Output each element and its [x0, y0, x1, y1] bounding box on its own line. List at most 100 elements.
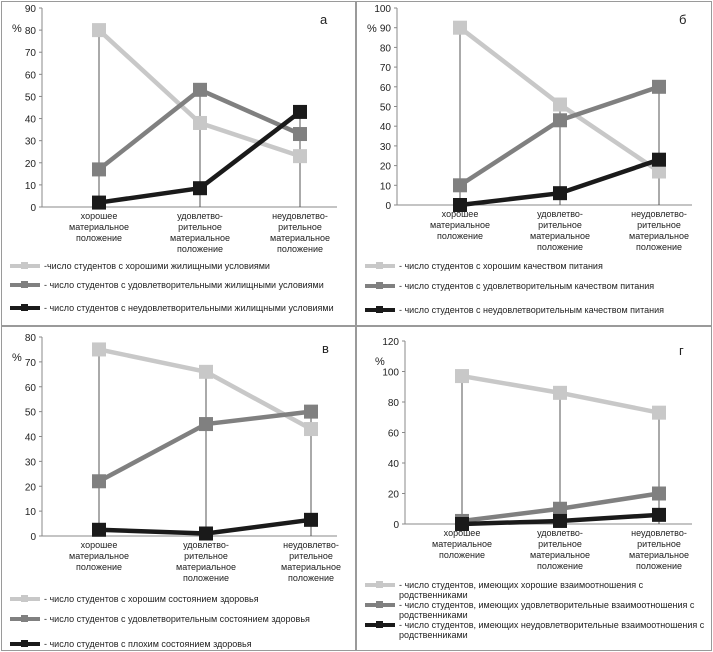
legend-swatch	[365, 601, 395, 608]
legend-swatch	[365, 581, 395, 588]
category-label: хорошее	[81, 540, 118, 550]
category-label: рительное	[637, 220, 681, 230]
y-tick-label: 80	[25, 333, 37, 344]
chart-svg-b: 0102030405060708090100%бхорошеематериаль…	[367, 4, 692, 252]
chart-svg-a: 0102030405060708090%ахорошеематериальное…	[12, 4, 337, 254]
legend-swatch	[365, 306, 395, 313]
category-label: положение	[183, 573, 229, 583]
data-point-s3	[92, 522, 106, 537]
y-axis-label: %	[12, 352, 22, 364]
data-point-s1	[453, 20, 467, 35]
category-label: материальное	[629, 550, 689, 560]
chart-panel-a: 0 10 20 30 40 50 60 70 80 90% а хорошее материальное…	[1, 1, 356, 326]
legend-swatch	[10, 262, 40, 269]
legend-label: - число студентов с неудовлетворительным…	[399, 305, 664, 315]
y-tick-label: 0	[30, 532, 36, 543]
category-label: материальное	[176, 562, 236, 572]
data-point-s1	[92, 23, 106, 38]
data-point-s2	[652, 79, 666, 94]
legend-label: - число студентов с удовлетворительными …	[44, 280, 324, 290]
category-label: положение	[537, 561, 583, 571]
y-tick-label: 0	[385, 201, 391, 212]
category-label: удовлетво-	[537, 528, 583, 538]
category-label: положение	[437, 231, 483, 241]
category-label: положение	[277, 244, 323, 254]
panel-label: в	[322, 341, 329, 356]
data-point-s3	[455, 517, 469, 531]
data-point-s2	[92, 474, 106, 489]
y-tick-label: 0	[30, 203, 36, 214]
category-label: положение	[76, 562, 122, 572]
data-point-s3	[293, 104, 307, 119]
y-tick-label: 60	[380, 83, 392, 94]
legend: -число студентов с хорошими жилищными ус…	[6, 261, 351, 323]
data-point-s2	[92, 162, 106, 177]
y-tick-label: 30	[25, 137, 37, 148]
data-point-s1	[553, 97, 567, 112]
y-tick-label: 10	[380, 181, 392, 192]
y-tick-label: 100	[382, 368, 399, 379]
category-label: положение	[636, 561, 682, 571]
data-point-s1	[199, 364, 213, 379]
data-point-s1	[652, 164, 666, 179]
data-point-s2	[553, 113, 567, 128]
data-point-s3	[553, 513, 567, 528]
legend-label: - число студентов с удовлетворительным к…	[399, 281, 655, 291]
panel-label: б	[679, 12, 686, 27]
legend-marker	[21, 595, 28, 602]
legend-swatch	[365, 262, 395, 269]
y-tick-label: 10	[25, 507, 37, 518]
data-point-s3	[193, 181, 207, 196]
category-label: положение	[177, 244, 223, 254]
y-tick-label: 30	[380, 142, 392, 153]
legend-marker	[376, 282, 383, 289]
data-point-s1	[455, 369, 469, 384]
y-tick-label: 50	[25, 92, 37, 103]
category-label: положение	[636, 242, 682, 252]
data-point-s1	[304, 422, 318, 437]
category-label: материальное	[281, 562, 341, 572]
category-label: материальное	[69, 551, 129, 561]
y-tick-label: 70	[25, 48, 37, 59]
data-point-s2	[199, 417, 213, 432]
y-tick-label: 20	[388, 490, 400, 501]
data-point-s3	[553, 186, 567, 201]
chart-panel-b: 0 10 20 30 40 50 60 70 80 90 100% б хорошее материаль…	[356, 1, 712, 326]
category-label: положение	[439, 550, 485, 560]
legend-marker	[376, 262, 383, 269]
data-point-s1	[553, 385, 567, 400]
data-point-s2	[652, 486, 666, 501]
category-label: хорошее	[442, 209, 479, 219]
y-tick-label: 50	[25, 408, 37, 419]
legend-label: - число студентов с хорошим качеством пи…	[399, 261, 603, 271]
data-point-s3	[652, 507, 666, 522]
category-label: хорошее	[444, 528, 481, 538]
legend-label: - число студентов, имеющих хорошие взаим…	[399, 580, 644, 600]
legend-marker	[376, 621, 383, 628]
category-label: рительное	[538, 539, 582, 549]
category-label: удовлетво-	[537, 209, 583, 219]
y-tick-label: 60	[25, 383, 37, 394]
legend-swatch	[10, 304, 40, 311]
category-label: рительное	[278, 222, 322, 232]
legend-swatch	[10, 640, 40, 647]
category-label: материальное	[69, 222, 129, 232]
data-point-s2	[453, 178, 467, 193]
legend: - число студентов с хорошим качеством пи…	[361, 261, 707, 323]
category-label: материальное	[270, 233, 330, 243]
data-point-s2	[293, 127, 307, 142]
legend-marker	[21, 615, 28, 622]
y-tick-label: 90	[25, 4, 37, 15]
legend-label: - число студентов с хорошим состоянием з…	[44, 594, 259, 604]
chart-svg-g: 020406080100120%гхорошеематериальноеполо…	[375, 337, 692, 571]
data-point-s2	[193, 82, 207, 97]
data-point-s1	[92, 342, 106, 357]
y-tick-label: 40	[388, 459, 400, 470]
y-tick-label: 70	[380, 63, 392, 74]
legend-label: - число студентов, имеющих неудовлетвори…	[399, 620, 705, 640]
category-label: рительное	[538, 220, 582, 230]
category-label: неудовлетво-	[631, 209, 687, 219]
y-tick-label: 90	[380, 24, 392, 35]
y-tick-label: 50	[380, 103, 392, 114]
category-label: удовлетво-	[177, 211, 223, 221]
